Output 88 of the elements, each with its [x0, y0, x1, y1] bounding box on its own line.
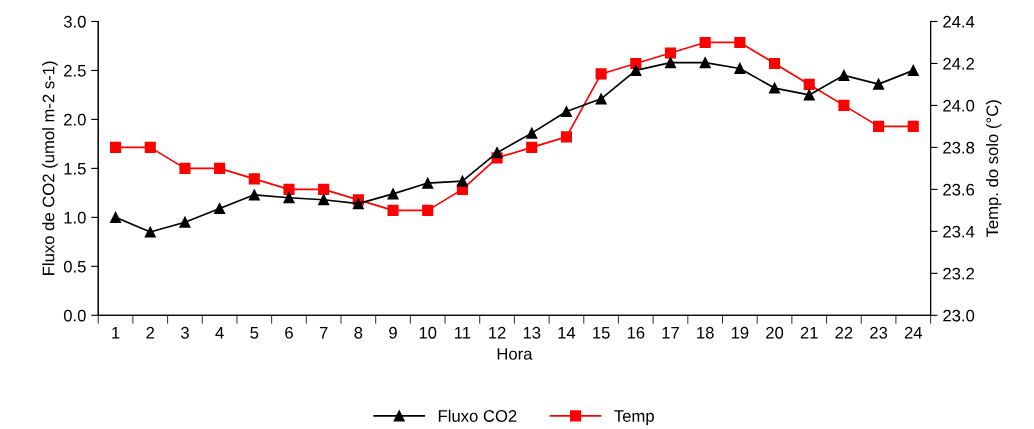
x-tick-label: 7	[319, 327, 328, 339]
y2-tick-label: 23.2	[943, 267, 975, 280]
point	[560, 106, 572, 118]
x-tick-label: 9	[389, 326, 397, 339]
x-tick-label: 3	[180, 326, 189, 339]
x-tick-label: 19	[731, 326, 749, 339]
x-tick-label: 8	[354, 326, 363, 339]
x-tick-label: 24	[904, 326, 923, 339]
point	[838, 69, 850, 81]
y2-axis-title: Temp. do solo (°C)	[985, 100, 1002, 238]
point	[768, 57, 781, 69]
point	[699, 36, 711, 48]
point	[248, 189, 260, 201]
x-tick-label: 18	[697, 326, 714, 339]
point	[664, 57, 677, 69]
y2-tick-label: 23.4	[943, 225, 975, 238]
y-tick-label: 2.5	[64, 64, 86, 77]
x-tick-label: 10	[419, 326, 437, 339]
point	[422, 204, 434, 216]
point	[387, 204, 399, 216]
point	[214, 162, 226, 174]
x-tick-label: 23	[870, 326, 888, 339]
point	[699, 57, 711, 69]
x-tick-label: 2	[146, 326, 155, 339]
point	[387, 188, 399, 200]
x-tick-label: 20	[766, 326, 784, 339]
point	[318, 194, 330, 206]
point	[768, 82, 781, 94]
point	[803, 78, 815, 90]
point	[560, 131, 572, 143]
point	[664, 47, 677, 59]
point	[248, 173, 260, 185]
legend-label: Fluxo CO2	[438, 409, 517, 422]
x-tick-label: 14	[558, 327, 576, 339]
x-tick-label: 16	[627, 326, 645, 339]
y2-tick-label: 23.6	[943, 183, 975, 196]
point	[283, 192, 295, 204]
point	[456, 175, 468, 187]
point	[214, 202, 226, 215]
point	[318, 183, 330, 195]
x-axis-title: Hora	[497, 348, 533, 360]
legend-label: Temp	[614, 410, 654, 426]
point	[595, 68, 607, 80]
point	[526, 141, 538, 153]
x-tick-label: 15	[593, 327, 610, 339]
y2-tick-label: 23.8	[943, 141, 975, 154]
x-tick-label: 11	[455, 327, 471, 339]
y-tick-label: 1.0	[64, 211, 86, 224]
y2-tick-label: 24.2	[943, 57, 975, 70]
y-tick-label: 2.0	[64, 113, 86, 126]
x-tick-label: 6	[285, 326, 293, 339]
point	[873, 120, 885, 132]
x-tick-label: 17	[662, 327, 679, 339]
point	[144, 141, 156, 153]
point	[526, 127, 538, 139]
point	[838, 99, 850, 111]
y-tick-label: 3.0	[63, 15, 86, 28]
point	[734, 62, 746, 75]
point	[110, 211, 122, 223]
x-tick-label: 4	[215, 327, 224, 339]
point	[352, 198, 364, 210]
x-tick-label: 12	[489, 326, 506, 339]
point	[110, 141, 122, 153]
point	[422, 177, 434, 189]
point	[803, 89, 815, 101]
point	[179, 162, 191, 174]
y-tick-label: 1.5	[64, 162, 86, 175]
x-tick-label: 13	[523, 326, 541, 339]
point	[907, 64, 919, 76]
point	[179, 216, 191, 228]
point	[491, 147, 503, 159]
point	[630, 64, 642, 76]
point	[595, 93, 607, 105]
point	[734, 36, 746, 48]
x-tick-label: 21	[800, 326, 818, 339]
y-tick-label: 0.0	[63, 309, 86, 322]
point	[873, 78, 885, 90]
point	[283, 183, 295, 195]
x-tick-label: 5	[250, 327, 259, 339]
y2-tick-label: 24.0	[943, 99, 975, 112]
point	[907, 120, 919, 132]
x-tick-label: 1	[112, 327, 120, 339]
point	[144, 226, 156, 238]
y-tick-label: 0.5	[63, 260, 86, 273]
y2-tick-label: 24.4	[943, 15, 975, 28]
y-axis-title: Fluxo de CO2 (umol m-2 s-1)	[42, 61, 58, 275]
y2-tick-label: 23.0	[943, 309, 975, 322]
x-tick-label: 22	[835, 326, 853, 339]
